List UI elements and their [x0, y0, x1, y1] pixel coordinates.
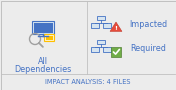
FancyBboxPatch shape	[111, 47, 121, 57]
Text: IMPACT ANALYSIS: 4 FILES: IMPACT ANALYSIS: 4 FILES	[45, 79, 131, 85]
Bar	[97, 40, 105, 44]
Bar	[91, 23, 99, 28]
Bar	[97, 16, 105, 20]
Bar	[103, 47, 111, 52]
Bar	[91, 47, 99, 52]
Text: !: !	[115, 25, 118, 31]
Text: Dependencies: Dependencies	[14, 65, 72, 74]
Text: Impacted: Impacted	[129, 20, 167, 29]
Bar	[103, 23, 111, 28]
Bar	[46, 35, 52, 40]
Polygon shape	[110, 22, 122, 31]
Text: Required: Required	[130, 43, 166, 52]
Text: All: All	[38, 58, 48, 67]
FancyBboxPatch shape	[32, 21, 54, 34]
Bar	[33, 22, 52, 32]
FancyBboxPatch shape	[44, 34, 54, 41]
